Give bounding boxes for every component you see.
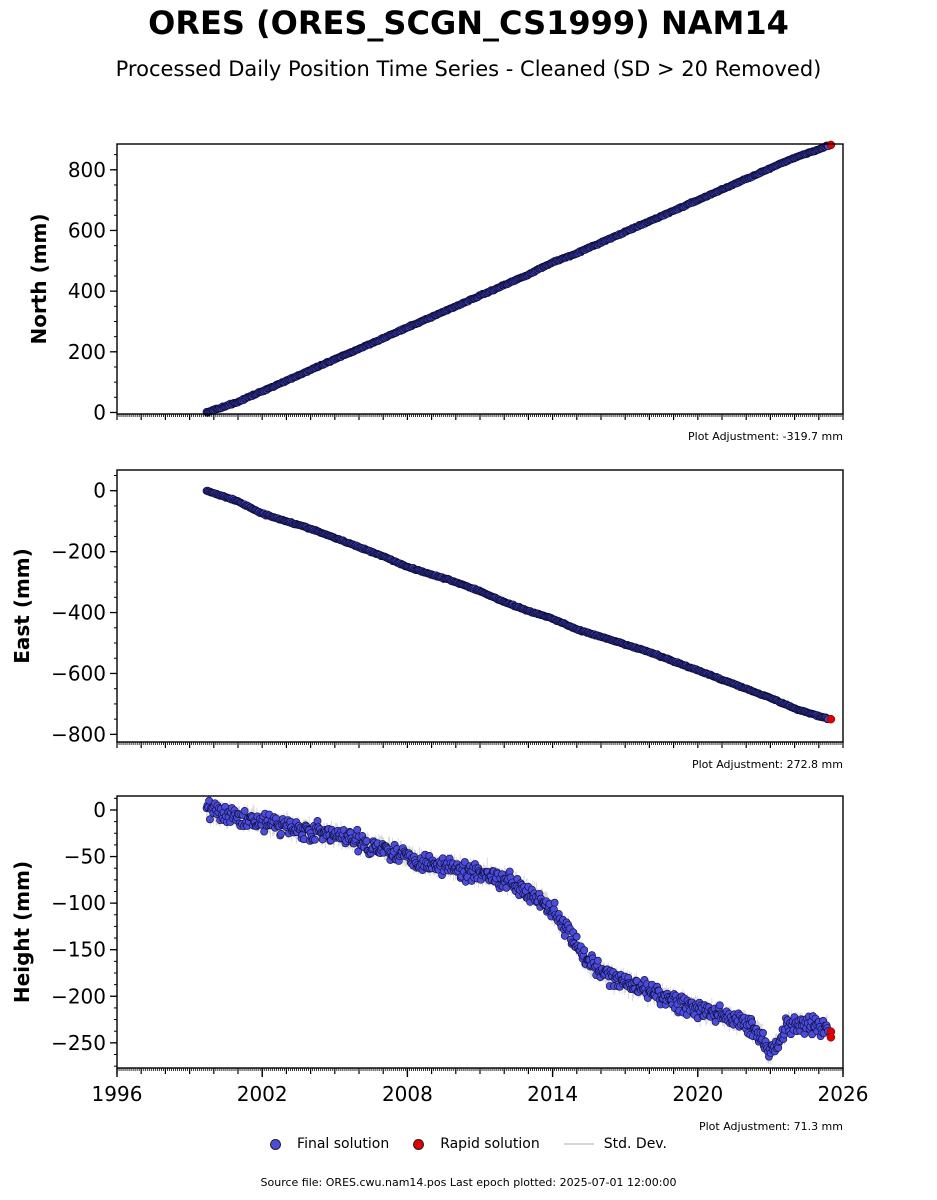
final-solution-point xyxy=(593,956,602,965)
y-tick-label: −100 xyxy=(51,891,106,915)
y-tick-label: −800 xyxy=(51,722,106,746)
chart-title: ORES (ORES_SCGN_CS1999) NAM14 xyxy=(148,4,789,42)
y-tick-label: −250 xyxy=(51,1031,106,1055)
y-tick-label: −200 xyxy=(51,540,106,564)
plot-adjustment-label: Plot Adjustment: -319.7 mm xyxy=(688,430,843,443)
y-tick-label: 600 xyxy=(68,218,106,242)
final-solution-point xyxy=(580,946,589,955)
plot-adjustment-label: Plot Adjustment: 272.8 mm xyxy=(692,758,843,771)
y-axis-label: East (mm) xyxy=(10,548,34,664)
y-tick-label: −50 xyxy=(64,845,106,869)
y-tick-label: −150 xyxy=(51,938,106,962)
chart-subtitle: Processed Daily Position Time Series - C… xyxy=(115,57,822,81)
final-solution-point xyxy=(550,898,559,907)
y-tick-label: −600 xyxy=(51,661,106,685)
rapid-solution-point xyxy=(826,140,836,150)
final-solution-point xyxy=(353,825,362,834)
y-axis-label: Height (mm) xyxy=(10,861,34,1003)
final-solution-point xyxy=(311,835,319,844)
y-tick-label: 400 xyxy=(68,279,106,303)
final-solution-point xyxy=(362,837,371,845)
final-solution-point xyxy=(313,817,322,825)
final-solution-point xyxy=(759,1029,767,1037)
plot-frame xyxy=(116,469,844,743)
final-solution-point xyxy=(240,807,249,815)
y-tick-label: −200 xyxy=(51,984,106,1008)
y-axis-label: North (mm) xyxy=(27,213,51,344)
final-solution-point xyxy=(277,829,285,838)
y-tick-label: 200 xyxy=(68,340,106,364)
final-solution-point xyxy=(715,1001,724,1010)
rapid-solution-point xyxy=(826,714,836,724)
y-tick-label: 0 xyxy=(93,400,106,424)
y-tick-label: 0 xyxy=(93,479,106,503)
y-tick-label: 800 xyxy=(68,158,106,182)
y-tick-label: −400 xyxy=(51,601,106,625)
y-tick-label: 0 xyxy=(93,798,106,822)
final-solution-point xyxy=(572,932,581,941)
rapid-solution-point xyxy=(826,1033,836,1042)
